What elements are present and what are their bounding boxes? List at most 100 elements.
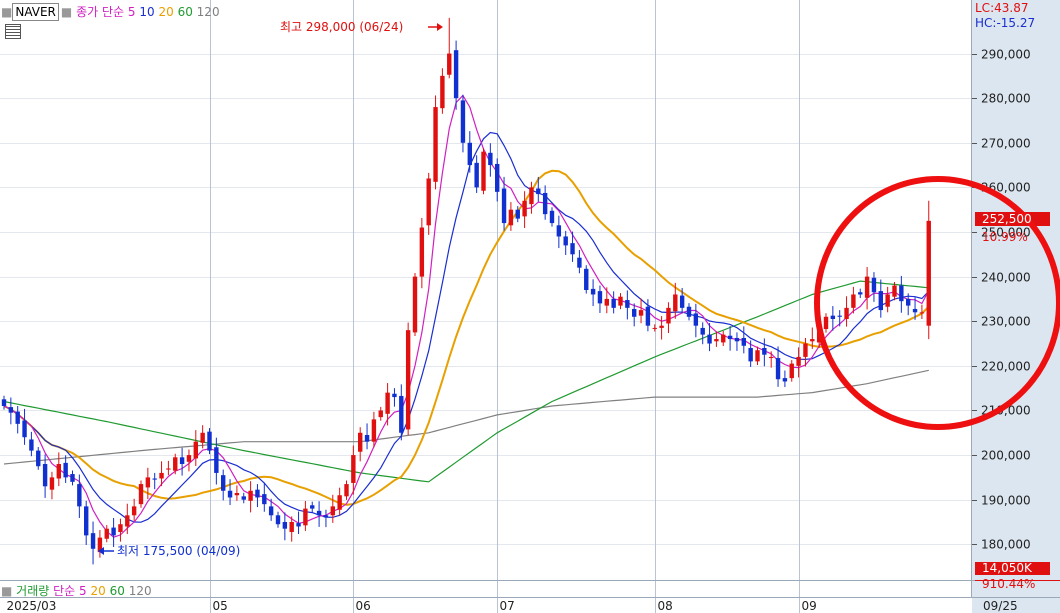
- candle: [8, 397, 14, 425]
- candle: [871, 272, 877, 302]
- candle: [440, 68, 445, 114]
- candle: [679, 287, 685, 314]
- volume-legend: ■ 거래량 단순 5 20 60 120: [1, 583, 152, 599]
- price-legend: ■ NAVER ■ 종가 단순 5 10 20 60 120: [1, 3, 220, 21]
- candle: [405, 322, 411, 435]
- candle: [604, 287, 609, 314]
- candle: [118, 518, 123, 542]
- candle: [419, 217, 425, 289]
- candle: [22, 408, 27, 445]
- candle: [522, 191, 527, 228]
- candle: [15, 406, 20, 434]
- candle: [371, 411, 377, 448]
- candle: [789, 360, 794, 382]
- candle: [666, 302, 671, 334]
- candle: [549, 207, 555, 227]
- candle: [823, 313, 829, 333]
- candle: [878, 279, 883, 318]
- candle: [56, 452, 61, 487]
- candle: [488, 143, 493, 177]
- y-tick-label: 180,000: [981, 538, 1031, 552]
- candle: [864, 267, 870, 310]
- candle: [275, 511, 281, 528]
- candle: [241, 492, 246, 504]
- volume-label: 거래량: [16, 584, 50, 598]
- menu-square-icon[interactable]: ■: [60, 5, 73, 19]
- candle: [330, 494, 335, 523]
- candle: [214, 437, 219, 485]
- candle: [481, 148, 486, 195]
- y-tick-label: 270,000: [981, 137, 1031, 151]
- x-tick-label: 09: [802, 599, 817, 613]
- candle: [303, 501, 308, 531]
- candle: [36, 447, 41, 470]
- candle: [700, 322, 705, 345]
- candle: [570, 231, 575, 262]
- candle: [131, 498, 137, 521]
- candle: [337, 487, 342, 516]
- candle: [584, 265, 589, 294]
- y-tick-label: 190,000: [981, 494, 1031, 508]
- menu-square-icon[interactable]: ■: [1, 584, 13, 598]
- candle: [714, 331, 719, 347]
- candle: [556, 215, 562, 249]
- candle: [268, 498, 274, 521]
- candle: [42, 454, 48, 498]
- candle: [782, 370, 788, 388]
- candle: [234, 485, 240, 501]
- symbol-box[interactable]: NAVER: [12, 3, 59, 21]
- candle: [104, 525, 109, 543]
- candle: [310, 501, 315, 513]
- last-change-label: 10.99%: [982, 230, 1028, 244]
- candle: [166, 460, 171, 476]
- candle: [474, 155, 479, 193]
- vma60-label: 60: [109, 584, 125, 598]
- price-axis-panel: [972, 0, 1060, 613]
- candle: [844, 296, 849, 327]
- candle: [29, 431, 34, 457]
- candle: [227, 479, 233, 506]
- candle: [659, 316, 664, 340]
- candle: [221, 469, 226, 501]
- candle: [1, 395, 7, 410]
- x-tick-label: 09/25: [983, 599, 1018, 613]
- hc-indicator: HC:-15.27: [975, 16, 1036, 30]
- ma120-line: [3, 369, 929, 465]
- y-tick-label: 220,000: [981, 360, 1031, 374]
- candle: [748, 340, 753, 367]
- candle: [919, 304, 925, 319]
- y-tick-label: 230,000: [981, 315, 1031, 329]
- candle: [775, 346, 781, 387]
- candle: [597, 285, 603, 313]
- high-annotation: 최고 298,000 (06/24): [280, 20, 404, 34]
- candle: [638, 298, 644, 324]
- candle: [707, 323, 712, 352]
- candle: [803, 337, 808, 367]
- volume-ma-label: 단순: [53, 584, 76, 598]
- candle: [906, 293, 911, 316]
- grid-toggle-icon[interactable]: [5, 24, 21, 39]
- menu-square-icon[interactable]: ■: [1, 5, 13, 19]
- last-volume-label: 14,050K: [982, 561, 1032, 575]
- candle: [618, 293, 623, 310]
- candle: [652, 324, 657, 332]
- candle: [49, 471, 55, 500]
- ma5-line: [3, 94, 930, 538]
- candle: [727, 326, 733, 351]
- candle: [262, 482, 267, 512]
- candle: [255, 484, 260, 508]
- candle: [741, 326, 746, 354]
- candle: [138, 480, 144, 508]
- candle: [207, 428, 212, 455]
- candle: [125, 503, 130, 535]
- candle: [84, 500, 89, 545]
- price-ma-label: 종가 단순: [76, 5, 125, 19]
- candle: [577, 250, 582, 274]
- candle: [721, 331, 726, 346]
- vma120-label: 120: [128, 584, 152, 598]
- candle: [858, 288, 863, 299]
- ma10-line: [3, 131, 930, 523]
- last-price-label: 252,500: [982, 212, 1032, 226]
